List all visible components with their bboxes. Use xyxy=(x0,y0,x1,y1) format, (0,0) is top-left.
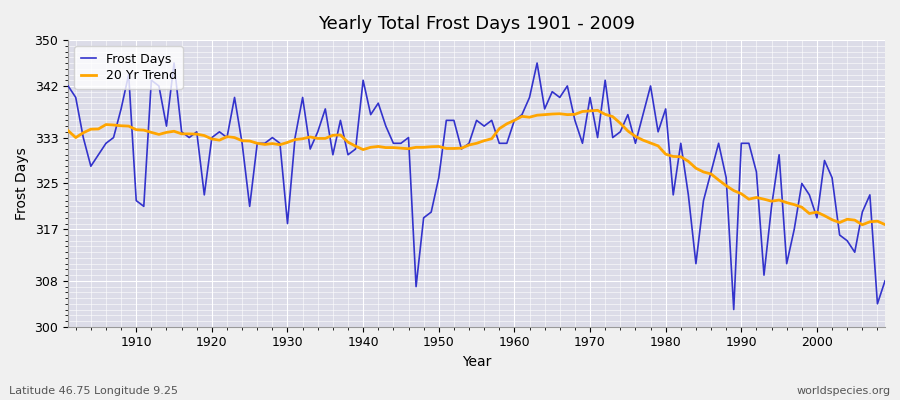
Legend: Frost Days, 20 Yr Trend: Frost Days, 20 Yr Trend xyxy=(75,46,183,89)
20 Yr Trend xyxy=(879,222,890,227)
Line: Frost Days: Frost Days xyxy=(68,63,885,310)
20 Yr Trend xyxy=(123,124,134,128)
20 Yr Trend xyxy=(63,128,74,133)
Frost Days xyxy=(297,95,308,100)
Text: Latitude 46.75 Longitude 9.25: Latitude 46.75 Longitude 9.25 xyxy=(9,386,178,396)
Frost Days xyxy=(608,135,618,140)
20 Yr Trend xyxy=(592,108,603,113)
Frost Days xyxy=(343,152,354,157)
Frost Days xyxy=(728,307,739,312)
Frost Days xyxy=(123,72,134,77)
Y-axis label: Frost Days: Frost Days xyxy=(15,147,29,220)
Text: worldspecies.org: worldspecies.org xyxy=(796,386,891,396)
Frost Days xyxy=(517,112,527,117)
20 Yr Trend xyxy=(501,122,512,126)
X-axis label: Year: Year xyxy=(462,355,491,369)
Frost Days xyxy=(168,61,179,66)
Frost Days xyxy=(879,278,890,283)
Line: 20 Yr Trend: 20 Yr Trend xyxy=(68,110,885,225)
Frost Days xyxy=(63,84,74,88)
20 Yr Trend xyxy=(509,118,520,123)
20 Yr Trend xyxy=(857,222,868,227)
20 Yr Trend xyxy=(608,114,618,119)
20 Yr Trend xyxy=(290,137,301,142)
Frost Days xyxy=(509,118,520,123)
20 Yr Trend xyxy=(335,132,346,137)
Title: Yearly Total Frost Days 1901 - 2009: Yearly Total Frost Days 1901 - 2009 xyxy=(318,15,635,33)
